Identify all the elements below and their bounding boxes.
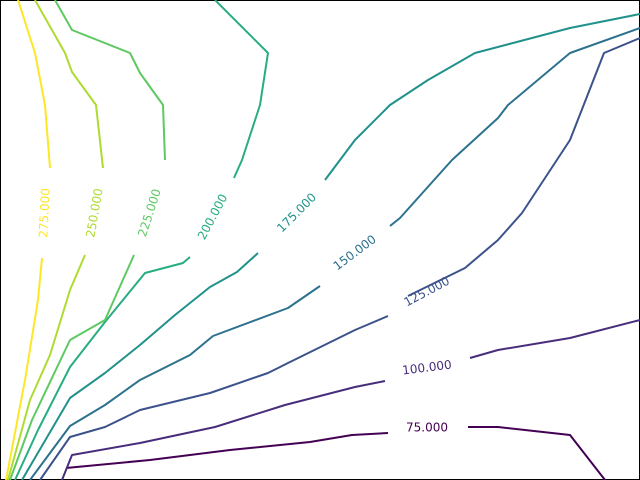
contour-label-75.000: 75.000: [406, 421, 448, 435]
contour-line-225.000-seg-0: [9, 254, 135, 480]
contour-line-100.000-seg-1: [469, 319, 640, 359]
contour-label-100.000: 100.000: [401, 358, 452, 378]
contour-labels: 75.000 100.000 125.000 150.000 175.000 200.00…: [36, 187, 452, 434]
contour-line-200.000-seg-1: [214, 0, 269, 179]
contour-line-75.000-seg-1: [468, 426, 606, 480]
contour-line-175.000-seg-1: [324, 13, 640, 181]
contour-line-250.000-seg-1: [34, 0, 104, 169]
contour-line-225.000-seg-1: [54, 0, 166, 161]
contour-line-75.000-seg-0: [65, 432, 389, 469]
contour-label-200.000: 200.000: [195, 192, 231, 242]
contour-line-150.000-seg-1: [389, 27, 640, 227]
contour-label-225.000: 225.000: [135, 187, 164, 239]
contour-label-175.000: 175.000: [274, 190, 319, 235]
contour-label-275.000: 275.000: [36, 188, 53, 238]
contour-line-100.000-seg-0: [61, 380, 386, 480]
contour-line-150.000-seg-0: [29, 285, 321, 480]
contour-line-275.000-seg-0: [5, 257, 43, 480]
contour-lines: [5, 0, 640, 480]
contour-line-275.000-seg-1: [17, 0, 51, 169]
contour-line-200.000-seg-0: [14, 256, 191, 480]
contour-line-250.000-seg-0: [7, 254, 86, 480]
contour-line-175.000-seg-0: [21, 252, 259, 480]
contour-line-125.000-seg-1: [407, 37, 640, 297]
contour-label-125.000: 125.000: [402, 274, 452, 310]
contour-label-150.000: 150.000: [331, 232, 379, 273]
contour-label-250.000: 250.000: [83, 187, 105, 238]
contour-line-125.000-seg-0: [39, 315, 389, 480]
